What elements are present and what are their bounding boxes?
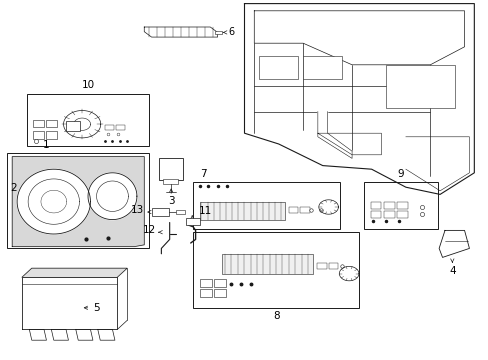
Polygon shape bbox=[88, 173, 137, 220]
Bar bbox=[370, 211, 381, 218]
Bar bbox=[383, 211, 394, 218]
Bar bbox=[383, 202, 394, 209]
Bar bbox=[259, 56, 298, 79]
Bar bbox=[27, 94, 149, 146]
Polygon shape bbox=[22, 268, 127, 277]
Polygon shape bbox=[12, 157, 144, 247]
Polygon shape bbox=[98, 329, 115, 340]
Bar bbox=[199, 202, 285, 220]
Bar bbox=[193, 232, 359, 308]
Polygon shape bbox=[438, 230, 468, 257]
Bar bbox=[193, 182, 339, 229]
Bar bbox=[200, 279, 212, 287]
Polygon shape bbox=[144, 27, 217, 37]
Bar bbox=[33, 120, 44, 127]
Bar bbox=[364, 182, 437, 229]
Bar bbox=[46, 120, 57, 127]
Text: 8: 8 bbox=[272, 311, 279, 321]
Bar bbox=[105, 125, 114, 130]
Bar bbox=[27, 94, 149, 146]
Bar bbox=[214, 279, 225, 287]
Text: 4: 4 bbox=[448, 266, 455, 276]
Text: 12: 12 bbox=[142, 225, 156, 235]
Bar bbox=[386, 65, 454, 108]
Bar bbox=[370, 202, 381, 209]
Bar bbox=[364, 182, 437, 229]
Bar bbox=[222, 254, 312, 274]
Bar bbox=[215, 31, 222, 34]
Bar bbox=[193, 232, 359, 308]
Text: 7: 7 bbox=[199, 169, 206, 179]
Bar bbox=[396, 211, 407, 218]
Text: 2: 2 bbox=[10, 183, 17, 193]
Text: 5: 5 bbox=[93, 303, 100, 313]
Bar bbox=[299, 207, 309, 213]
Bar bbox=[396, 202, 407, 209]
Bar bbox=[185, 218, 199, 225]
Polygon shape bbox=[17, 169, 90, 234]
Bar bbox=[328, 263, 338, 269]
Bar bbox=[7, 153, 149, 248]
Text: 3: 3 bbox=[167, 195, 174, 206]
Polygon shape bbox=[22, 277, 117, 329]
Bar bbox=[200, 289, 212, 297]
Bar bbox=[116, 125, 124, 130]
Bar bbox=[163, 179, 178, 184]
Polygon shape bbox=[244, 4, 473, 194]
Text: 10: 10 bbox=[81, 80, 94, 90]
Text: 11: 11 bbox=[198, 206, 212, 216]
Text: 13: 13 bbox=[131, 204, 144, 215]
Bar bbox=[288, 207, 298, 213]
Text: 6: 6 bbox=[228, 27, 234, 37]
Bar bbox=[46, 131, 57, 139]
Text: 9: 9 bbox=[397, 169, 404, 179]
Bar bbox=[193, 182, 339, 229]
Bar bbox=[7, 153, 149, 248]
Polygon shape bbox=[76, 329, 93, 340]
Polygon shape bbox=[29, 329, 46, 340]
Bar bbox=[33, 131, 44, 139]
Bar bbox=[316, 263, 326, 269]
Bar bbox=[303, 56, 342, 79]
Text: 1: 1 bbox=[43, 140, 50, 150]
Bar bbox=[159, 158, 183, 180]
Bar bbox=[151, 208, 168, 216]
Polygon shape bbox=[317, 112, 351, 158]
Polygon shape bbox=[51, 329, 68, 340]
Bar bbox=[214, 289, 225, 297]
Bar bbox=[66, 121, 80, 131]
Bar bbox=[176, 210, 184, 214]
